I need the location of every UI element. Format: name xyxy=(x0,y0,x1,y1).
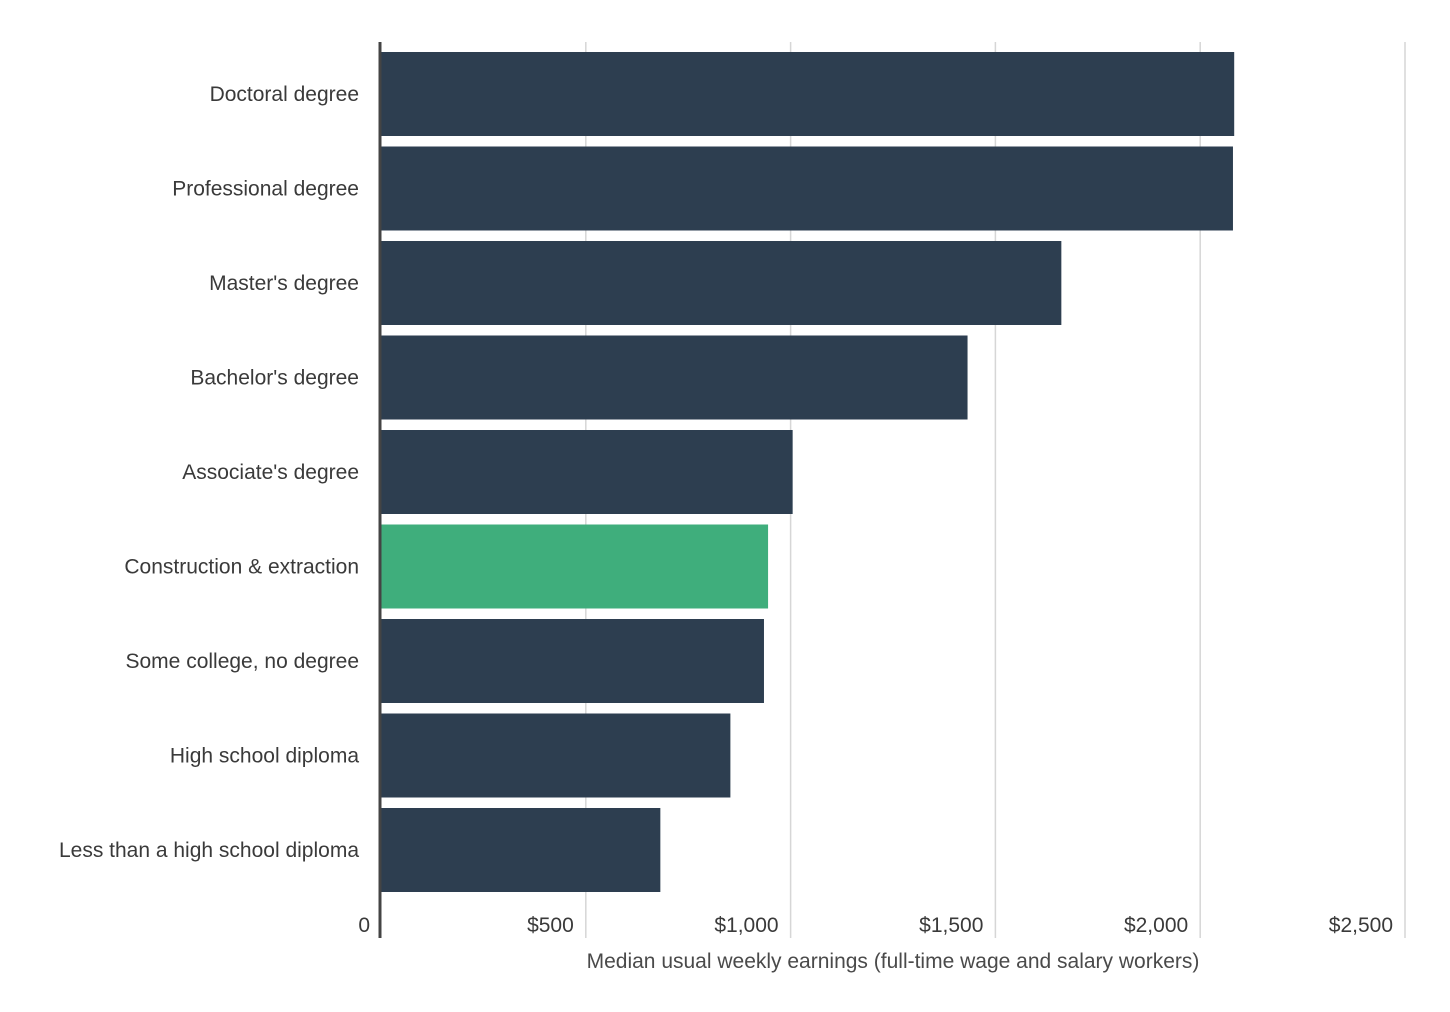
bars xyxy=(381,52,1235,892)
bar-doctoral-degree xyxy=(381,52,1235,136)
x-tick-label: 0 xyxy=(358,914,370,937)
category-label: Master's degree xyxy=(209,272,359,295)
category-label: Bachelor's degree xyxy=(190,367,359,390)
category-labels: Doctoral degree Professional degree Master… xyxy=(59,83,359,862)
x-axis-title: Median usual weekly earnings (full-time … xyxy=(587,950,1200,973)
bar-high-school-diploma xyxy=(381,713,731,798)
bar-associate-s-degree xyxy=(381,430,793,514)
bar-professional-degree xyxy=(381,146,1233,231)
category-label: Construction & extraction xyxy=(124,556,359,579)
bar-construction-extraction xyxy=(381,524,769,609)
category-label: Some college, no degree xyxy=(126,650,360,673)
category-label: High school diploma xyxy=(170,745,359,768)
category-label: Less than a high school diploma xyxy=(59,839,359,862)
category-label: Doctoral degree xyxy=(210,83,359,106)
bar-some-college-no-degree xyxy=(381,619,764,703)
category-label: Associate's degree xyxy=(182,461,359,484)
x-tick-label: $2,500 xyxy=(1329,914,1393,937)
bar-less-than-a-high-school-diploma xyxy=(381,808,661,892)
x-tick-labels: 0 $500 $1,000 $1,500 $2,000 $2,500 xyxy=(358,914,1393,937)
x-tick-label: $2,000 xyxy=(1124,914,1188,937)
bar-master-s-degree xyxy=(381,241,1062,325)
category-label: Professional degree xyxy=(172,178,359,201)
x-tick-label: $1,500 xyxy=(919,914,983,937)
bar-bachelor-s-degree xyxy=(381,335,968,420)
x-tick-label: $1,000 xyxy=(714,914,778,937)
x-tick-label: $500 xyxy=(527,914,574,937)
